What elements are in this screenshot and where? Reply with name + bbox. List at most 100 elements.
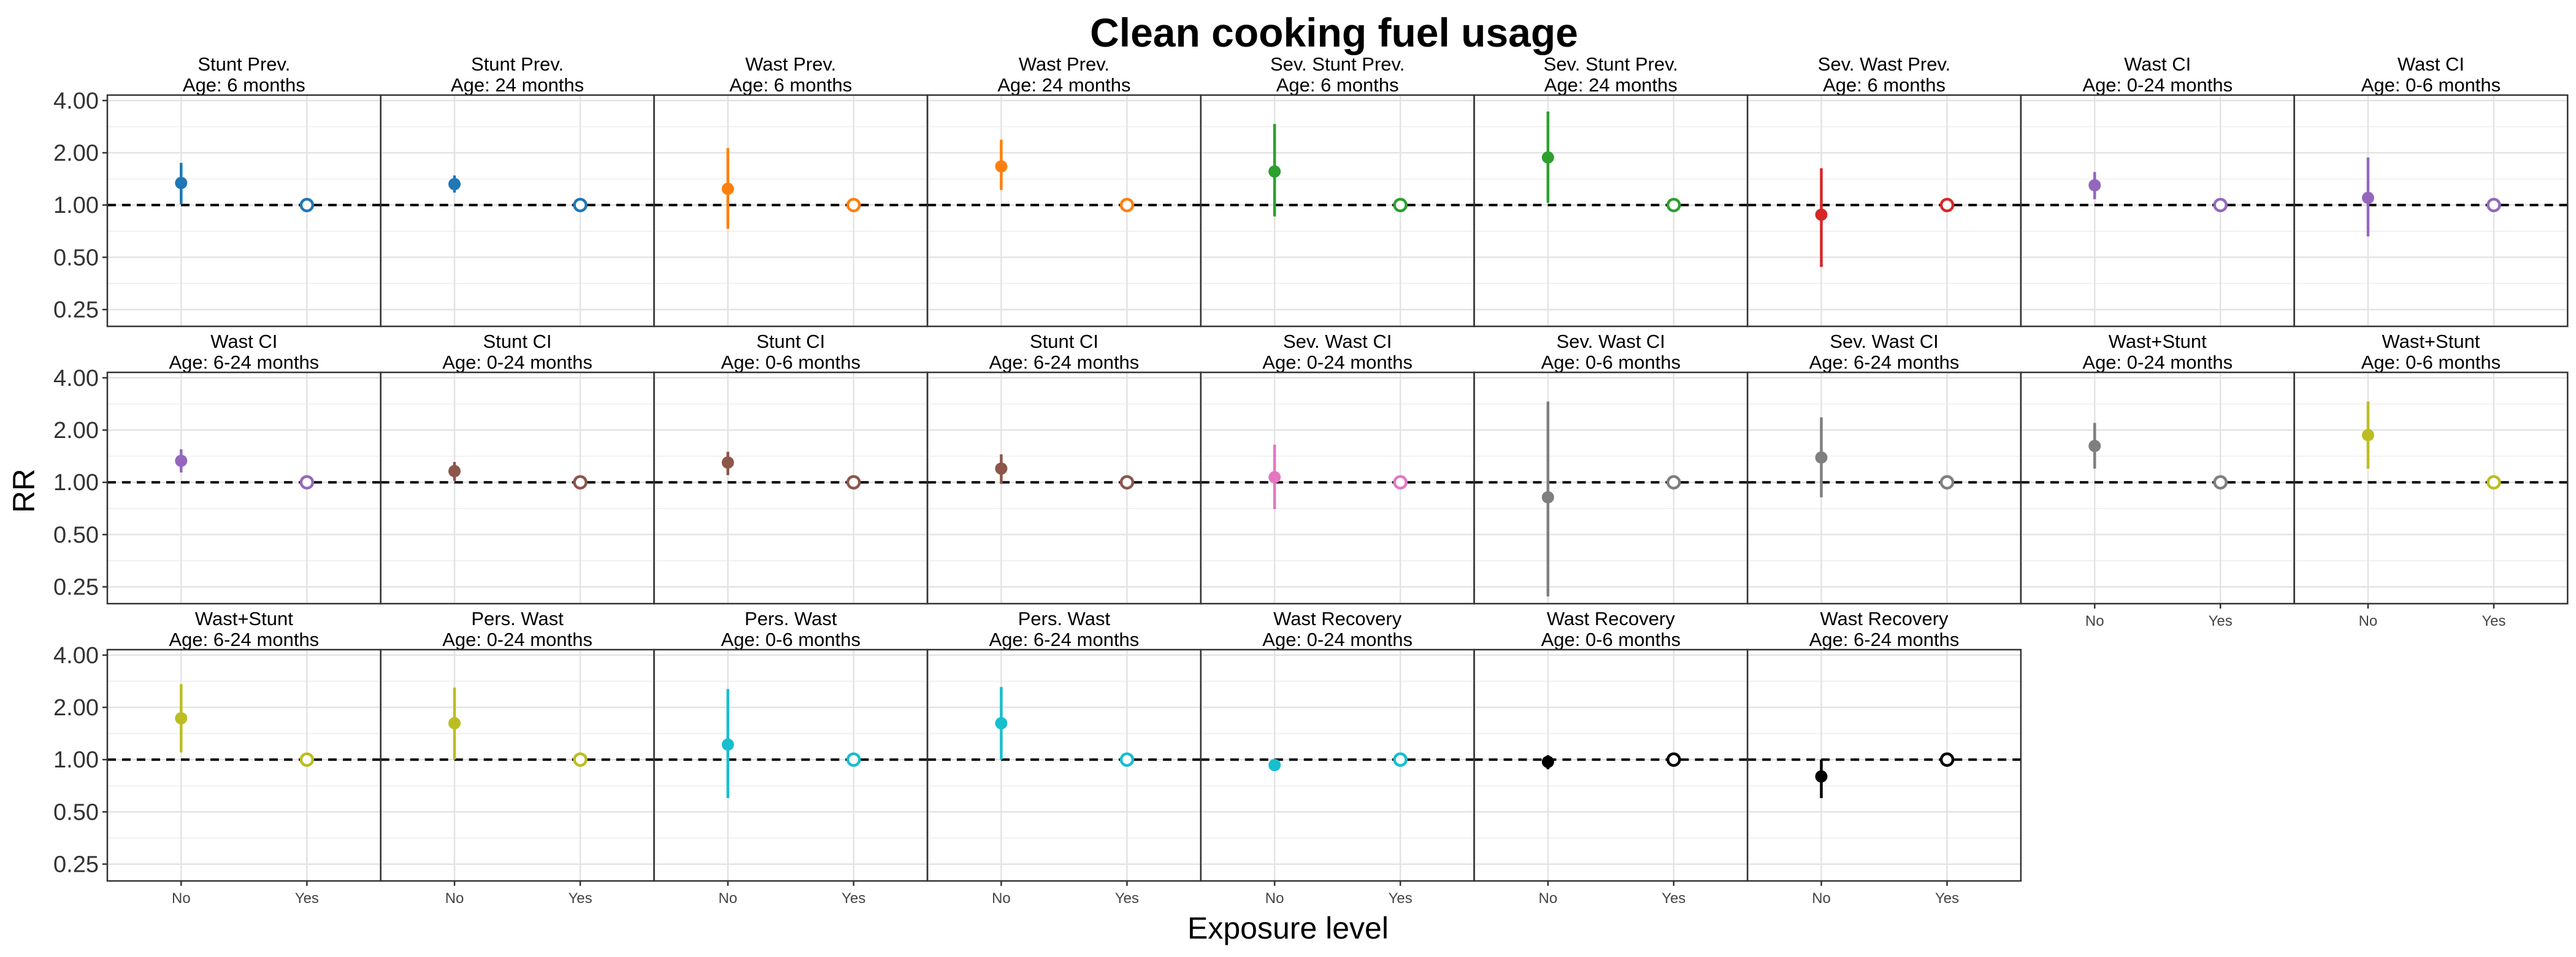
point-estimate-no [448,178,461,191]
point-estimate-no [1268,759,1281,772]
y-axis-label: RR [7,469,41,513]
panel-outcome-label: Stunt CI [756,331,825,352]
point-estimate-no [1268,165,1281,178]
panel-border [926,371,1202,605]
point-estimate-no [1815,208,1828,221]
reference-point-yes [846,752,861,767]
y-tick-label: 0.50 [53,522,99,548]
panel-border [1473,371,1749,605]
reference-point-yes [2486,475,2501,490]
panel-age-label: Age: 24 months [997,74,1130,96]
panel-border [926,648,1202,882]
point-estimate-no [1815,770,1828,783]
panel-border [1746,94,2022,328]
panel-border [653,94,929,328]
reference-point-yes [1393,475,1408,490]
panel-age-label: Age: 0-6 months [721,629,861,650]
panel-age-label: Age: 24 months [1544,74,1677,96]
point-estimate-no [1541,151,1554,164]
y-tick-label: 1.00 [53,747,99,773]
panel-border [2020,371,2295,605]
reference-point-yes [1119,475,1135,490]
point-estimate-no [1541,491,1554,504]
reference-point-yes [846,198,861,212]
y-tick-label: 0.25 [53,298,99,323]
panel-outcome-label: Wast CI [2124,53,2191,75]
panel-outcome-label: Pers. Wast [471,608,564,629]
point-estimate-no [175,455,188,467]
point-estimate-no [2361,429,2374,442]
point-estimate-no [995,462,1008,475]
panel-age-label: Age: 6 months [1276,74,1399,96]
point-estimate-no [448,464,461,477]
x-tick-label: Yes [2209,613,2233,629]
y-tick-label: 4.00 [53,88,99,114]
point-estimate-no [448,717,461,729]
point-estimate-no [995,717,1008,729]
reference-point-yes [846,475,861,490]
y-tick-label: 2.00 [53,140,99,166]
x-axis-label: Exposure level [1187,911,1389,945]
panel: Sev. Wast Prev.Age: 6 months [1746,53,2022,328]
panel-outcome-label: Sev. Wast Prev. [1818,53,1950,75]
panel-outcome-label: Wast+Stunt [195,608,293,629]
point-estimate-no [1815,451,1828,464]
panel-outcome-label: Stunt CI [1030,331,1098,352]
reference-point-yes [1119,752,1135,767]
panel: Stunt Prev.Age: 6 months 0.25 0.50 1.00 2.00… [53,53,381,328]
panel-age-label: Age: 6 months [1823,74,1945,96]
reference-point-yes [2486,198,2501,212]
panel-border [653,648,929,882]
panel-outcome-label: Wast Prev. [745,53,836,75]
point-estimate-no [175,712,188,724]
y-tick-label: 4.00 [53,643,99,669]
y-tick-label: 1.00 [53,470,99,496]
point-estimate-no [721,738,734,751]
panel-age-label: Age: 6-24 months [169,629,319,650]
y-tick-label: 4.00 [53,366,99,391]
point-estimate-no [721,456,734,469]
panel-age-label: Age: 0-24 months [2082,352,2233,373]
panel-age-label: Age: 0-24 months [1262,352,1413,373]
panel-age-label: Age: 24 months [451,74,584,96]
x-tick-label: Yes [2482,613,2505,629]
panel-outcome-label: Stunt Prev. [471,53,564,75]
y-tick-label: 0.50 [53,245,99,271]
y-tick-label: 2.00 [53,695,99,721]
y-tick-label: 0.50 [53,799,99,825]
chart-title: Clean cooking fuel usage [1090,10,1578,55]
panel-age-label: Age: 0-6 months [1541,352,1681,373]
x-tick-label: Yes [568,890,592,907]
reference-point-yes [299,475,315,490]
point-estimate-no [721,182,734,195]
reference-point-yes [573,475,588,490]
panel-outcome-label: Sev. Wast CI [1830,331,1938,352]
x-tick-label: Yes [1935,890,1959,907]
panel-border [1473,648,1749,882]
panel-border [926,94,1202,328]
x-tick-label: Yes [1662,890,1685,907]
panel-outcome-label: Wast+Stunt [2382,331,2480,352]
panel-border [1200,94,1475,328]
panel-age-label: Age: 0-6 months [1541,629,1681,650]
panel-border [2293,371,2569,605]
panel-age-label: Age: 0-6 months [2361,352,2501,373]
x-tick-label: No [2359,613,2378,629]
point-estimate-no [175,177,188,190]
point-estimate-no [1268,471,1281,483]
panel-border [1746,648,2022,882]
x-tick-label: No [718,890,737,907]
y-tick-label: 1.00 [53,193,99,218]
reference-point-yes [1939,475,1955,490]
panel-border [106,371,381,605]
y-tick-label: 2.00 [53,418,99,444]
panels-group: Stunt Prev. Age: 6 months 0.25 0.50 1.00 2.00… [53,53,2569,907]
x-tick-label: Yes [295,890,319,907]
